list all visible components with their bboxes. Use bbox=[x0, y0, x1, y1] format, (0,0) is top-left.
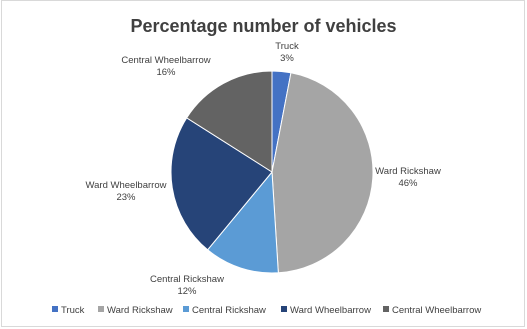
chart-title: Percentage number of vehicles bbox=[130, 16, 397, 36]
data-label-category: Central Rickshaw bbox=[150, 274, 224, 285]
data-label-value: 12% bbox=[177, 286, 197, 297]
legend-swatch bbox=[281, 306, 287, 312]
data-label-category: Ward Wheelbarrow bbox=[86, 180, 167, 191]
legend-swatch bbox=[183, 306, 189, 312]
data-label-category: Truck bbox=[275, 41, 299, 52]
legend-swatch bbox=[383, 306, 389, 312]
pie-slice-central-rickshaw bbox=[206, 170, 279, 274]
data-label-category: Ward Rickshaw bbox=[375, 166, 441, 177]
legend-label: Central Wheelbarrow bbox=[392, 305, 481, 316]
pie-slice-ward-rickshaw bbox=[271, 72, 374, 274]
data-label-value: 23% bbox=[116, 192, 136, 203]
pie-slice-central-wheelbarrow bbox=[186, 70, 273, 173]
legend-label: Ward Wheelbarrow bbox=[290, 305, 371, 316]
data-label-category: Central Wheelbarrow bbox=[121, 55, 210, 66]
legend-label: Central Rickshaw bbox=[192, 305, 266, 316]
legend-label: Truck bbox=[61, 305, 85, 316]
pie-slice-ward-wheelbarrow bbox=[170, 117, 273, 251]
legend-swatch bbox=[52, 306, 58, 312]
data-label-value: 16% bbox=[156, 67, 176, 78]
legend-swatch bbox=[98, 306, 104, 312]
data-label-value: 46% bbox=[398, 178, 418, 189]
data-label-value: 3% bbox=[280, 53, 294, 64]
legend-label: Ward Rickshaw bbox=[107, 305, 173, 316]
